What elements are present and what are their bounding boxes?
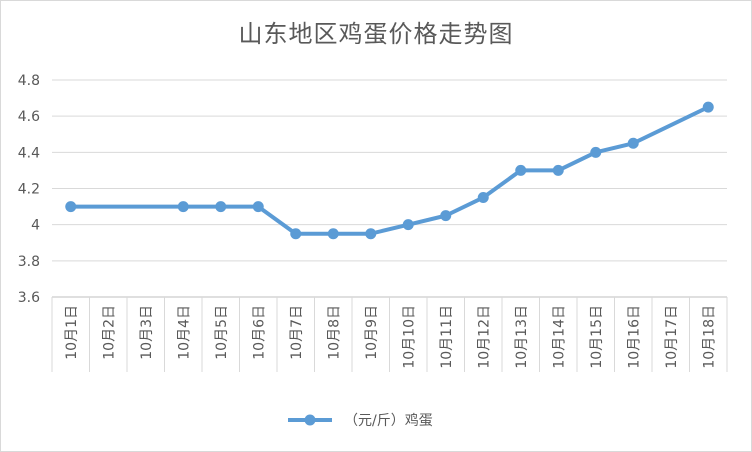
x-tick-label: 10月5日 [214, 305, 230, 360]
y-tick-label: 4.4 [18, 145, 40, 161]
data-point [252, 201, 264, 213]
x-tick-label: 10月8日 [326, 305, 342, 360]
x-tick-label: 10月11日 [439, 305, 455, 369]
y-tick-label: 4.8 [18, 73, 40, 89]
data-point [177, 201, 189, 213]
data-point [402, 219, 414, 231]
series-line [70, 105, 710, 236]
x-tick-label: 10月10日 [401, 305, 417, 369]
data-point [327, 228, 339, 240]
data-point [215, 201, 227, 213]
y-tick-label: 3.8 [18, 254, 40, 270]
y-tick-label: 4 [31, 218, 40, 234]
x-tick-label: 10月12日 [476, 305, 492, 369]
x-tick-label: 10月3日 [139, 305, 155, 360]
data-point [627, 137, 639, 149]
x-tick-label: 10月17日 [664, 305, 680, 369]
data-point [702, 101, 714, 113]
data-point [590, 146, 602, 158]
x-tick-label: 10月16日 [626, 305, 642, 369]
data-point [440, 210, 452, 222]
x-tick-label: 10月15日 [589, 305, 605, 369]
x-tick-label: 10月6日 [251, 305, 267, 360]
x-tick-label: 10月7日 [289, 305, 305, 360]
x-tick-label: 10月14日 [551, 305, 567, 369]
legend-swatch-marker [304, 414, 316, 426]
data-point [65, 201, 77, 213]
data-point [515, 164, 527, 176]
x-tick-label: 10月1日 [64, 305, 80, 360]
x-tick-label: 10月13日 [514, 305, 530, 369]
chart-title: 山东地区鸡蛋价格走势图 [238, 20, 514, 48]
legend-label: （元/斤）鸡蛋 [344, 412, 433, 429]
data-point [365, 228, 377, 240]
y-tick-label: 3.6 [18, 290, 40, 306]
x-tick-label: 10月4日 [176, 305, 192, 360]
data-point [477, 192, 489, 204]
x-tick-label: 10月9日 [364, 305, 380, 360]
y-tick-label: 4.6 [18, 109, 40, 125]
data-point [290, 228, 302, 240]
x-tick-label: 10月2日 [101, 305, 117, 360]
data-point [552, 164, 564, 176]
x-tick-label: 10月18日 [701, 305, 717, 369]
y-tick-label: 4.2 [18, 182, 40, 198]
